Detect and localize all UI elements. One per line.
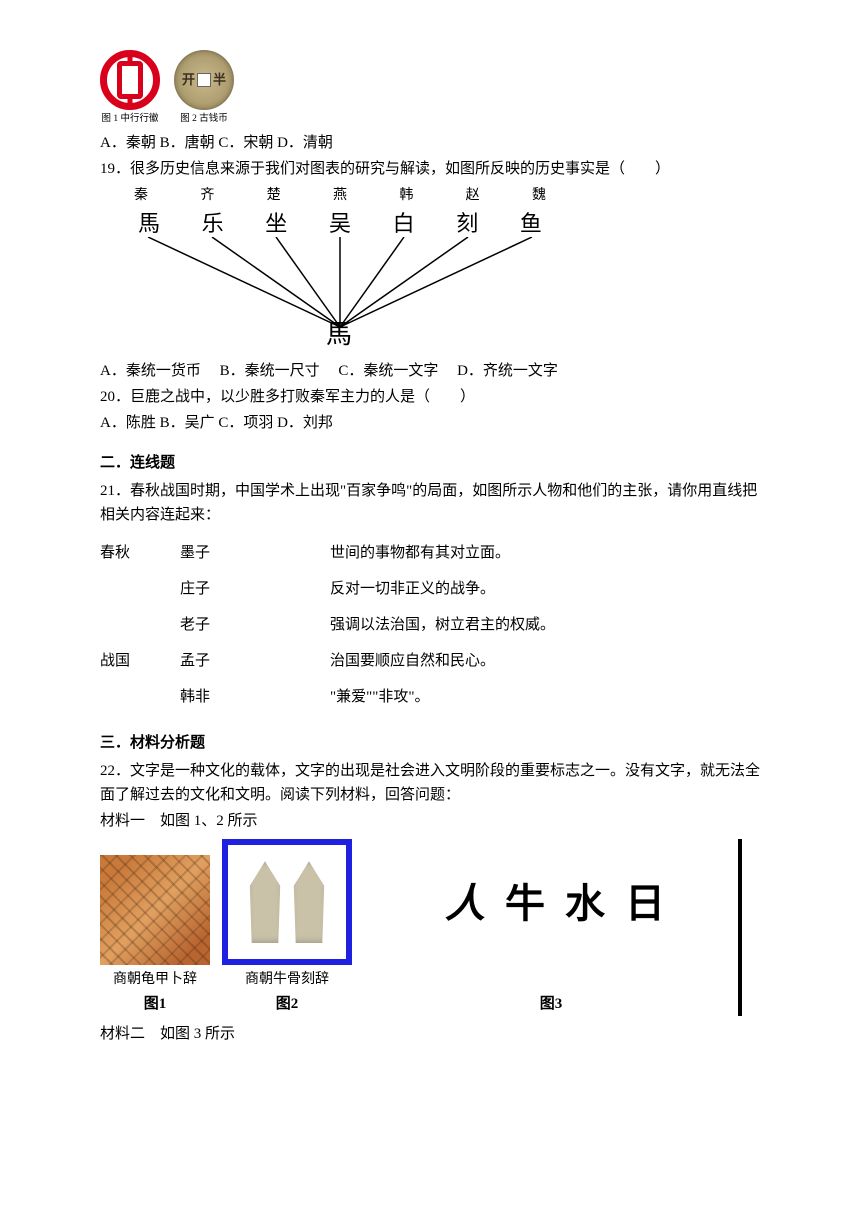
img2-caption: 图 2 古钱币: [180, 112, 228, 127]
q20-options: A．陈胜 B．吴广 C．项羽 D．刘邦: [100, 411, 760, 435]
state-label: 韩: [399, 185, 413, 207]
match-row: 老子 强调以法治国，树立君主的权威。: [100, 607, 660, 643]
q20-stem: 20．巨鹿之战中，以少胜多打败秦军主力的人是（ ）: [100, 385, 760, 409]
img1-caption: 图 1 中行行徽: [101, 112, 158, 127]
figure-1: 商朝龟甲卜辞 图1: [100, 855, 210, 1015]
q18-options: A．秦朝 B．唐朝 C．宋朝 D．清朝: [100, 131, 760, 155]
unified-script-char: 馬: [326, 314, 352, 356]
script-states-row: 秦 齐 楚 燕 韩 赵 魏: [130, 185, 550, 207]
oracle-chars-row: 人 牛 水 日: [445, 872, 665, 936]
script-char: 吴: [325, 210, 355, 238]
fig2-num: 图2: [276, 992, 299, 1016]
boc-logo-box: 图 1 中行行徽: [100, 50, 160, 127]
script-char: 鱼: [516, 210, 546, 238]
state-label: 齐: [200, 185, 214, 207]
q22-stem: 22．文字是一种文化的载体，文字的出现是社会进入文明阶段的重要标志之一。没有文字…: [100, 759, 760, 807]
claim-cell: 治国要顺应自然和民心。: [330, 649, 660, 673]
match-row: 庄子 反对一切非正义的战争。: [100, 571, 660, 607]
script-char: 刻: [452, 210, 482, 238]
fig3-num: 图3: [540, 992, 563, 1016]
era-cell: 春秋: [100, 541, 180, 565]
header-image-row: 图 1 中行行徽 开 半 图 2 古钱币: [100, 50, 760, 127]
person-cell: 孟子: [180, 649, 330, 673]
claim-cell: 世间的事物都有其对立面。: [330, 541, 660, 565]
match-row: 战国 孟子 治国要顺应自然和民心。: [100, 643, 660, 679]
bone-shape-icon: [290, 861, 328, 943]
turtle-shell-image: [100, 855, 210, 965]
q21-stem: 21．春秋战国时期，中国学术上出现"百家争鸣"的局面，如图所示人物和他们的主张，…: [100, 479, 760, 527]
script-char: 乐: [198, 210, 228, 238]
oracle-char: 水: [565, 872, 605, 936]
coin-hole: [197, 73, 211, 87]
claim-cell: "兼爱""非攻"。: [330, 685, 660, 709]
section3-title: 三．材料分析题: [100, 731, 760, 755]
state-label: 楚: [267, 185, 281, 207]
state-label: 魏: [532, 185, 546, 207]
person-cell: 韩非: [180, 685, 330, 709]
bone-shape-icon: [246, 861, 284, 943]
q19-stem: 19．很多历史信息来源于我们对图表的研究与解读，如图所反映的历史事实是（ ）: [100, 157, 760, 181]
figure-3: 人 牛 水 日 图3: [364, 872, 738, 1016]
material2-label: 材料二 如图 3 所示: [100, 1022, 760, 1046]
state-label: 赵: [466, 185, 480, 207]
script-unification-diagram: 秦 齐 楚 燕 韩 赵 魏 馬 乐 坐 吴 白 刻 鱼 馬: [130, 185, 550, 355]
boc-logo-inner: [117, 61, 143, 99]
match-row: 韩非 "兼爱""非攻"。: [100, 679, 660, 715]
material1-label: 材料一 如图 1、2 所示: [100, 809, 760, 833]
person-cell: 庄子: [180, 577, 330, 601]
section2-title: 二．连线题: [100, 451, 760, 475]
figure-2: 商朝牛骨刻辞 图2: [222, 839, 352, 1015]
ox-bone-image: [222, 839, 352, 965]
oracle-char: 日: [625, 872, 665, 936]
script-char: 坐: [261, 210, 291, 238]
script-char: 馬: [134, 210, 164, 238]
script-chars-row: 馬 乐 坐 吴 白 刻 鱼: [130, 210, 550, 238]
coin-box: 开 半 图 2 古钱币: [174, 50, 234, 127]
coin-char-right: 半: [213, 70, 226, 91]
boc-logo-icon: [100, 50, 160, 110]
claim-cell: 反对一切非正义的战争。: [330, 577, 660, 601]
matching-table: 春秋 墨子 世间的事物都有其对立面。 庄子 反对一切非正义的战争。 老子 强调以…: [100, 535, 660, 715]
era-cell: 战国: [100, 649, 180, 673]
state-label: 燕: [333, 185, 347, 207]
materials-image-row: 商朝龟甲卜辞 图1 商朝牛骨刻辞 图2 人 牛 水 日 图3: [100, 839, 742, 1015]
q19-options: A．秦统一货币 B．秦统一尺寸 C．秦统一文字 D．齐统一文字: [100, 359, 760, 383]
fig2-label: 商朝牛骨刻辞: [245, 969, 329, 991]
coin-char-left: 开: [182, 70, 195, 91]
script-char: 白: [389, 210, 419, 238]
claim-cell: 强调以法治国，树立君主的权威。: [330, 613, 660, 637]
fig1-num: 图1: [144, 992, 167, 1016]
fig1-label: 商朝龟甲卜辞: [113, 969, 197, 991]
oracle-char: 牛: [505, 872, 545, 936]
ancient-coin-icon: 开 半: [174, 50, 234, 110]
person-cell: 老子: [180, 613, 330, 637]
oracle-char: 人: [445, 872, 485, 936]
match-row: 春秋 墨子 世间的事物都有其对立面。: [100, 535, 660, 571]
person-cell: 墨子: [180, 541, 330, 565]
state-label: 秦: [134, 185, 148, 207]
